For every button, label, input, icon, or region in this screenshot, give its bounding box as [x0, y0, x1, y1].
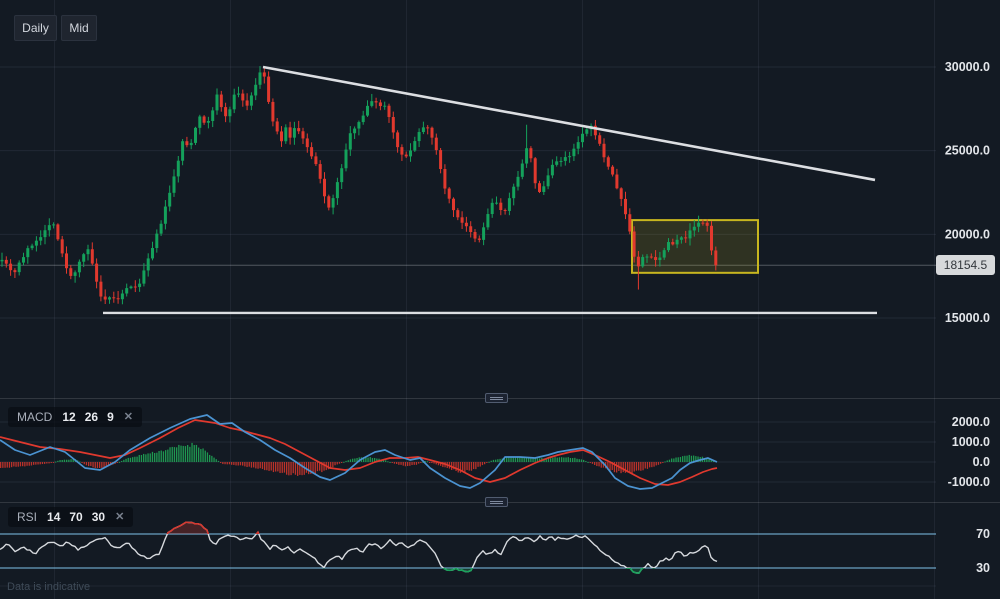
- gridlines: [0, 0, 936, 599]
- macd-close-icon[interactable]: ✕: [123, 410, 133, 423]
- candlestick-series: [0, 66, 718, 305]
- panel-resize-grip-rsi[interactable]: [485, 497, 508, 507]
- axis-tick-label: 70: [976, 527, 990, 541]
- rsi-param-length: 14: [47, 510, 61, 524]
- last-price-label: 18154.5: [936, 255, 995, 275]
- macd-param-signal: 9: [107, 410, 114, 424]
- axis-tick-label: 25000.0: [945, 144, 990, 158]
- macd-label: MACD: [17, 410, 53, 424]
- rsi-label: RSI: [17, 510, 38, 524]
- axis-tick-label: 20000.0: [945, 227, 990, 241]
- rsi-oversold-line: [323, 568, 656, 574]
- rsi-indicator-legend: RSI 14 70 30 ✕: [8, 507, 134, 527]
- axis-tick-label: 2000.0: [952, 415, 990, 429]
- axis-tick-label: 15000.0: [945, 311, 990, 325]
- panel-resize-grip-macd[interactable]: [485, 393, 508, 403]
- rsi-close-icon[interactable]: ✕: [115, 510, 125, 523]
- data-indicative-note: Data is indicative: [7, 581, 91, 593]
- rsi-line: [0, 521, 718, 574]
- rsi-param-upper: 70: [69, 510, 83, 524]
- macd-indicator-legend: MACD 12 26 9 ✕: [8, 407, 142, 427]
- price-axis-labels[interactable]: 30000.0 25000.0 20000.0 15000.0 2000.0 1000.0…: [945, 60, 990, 575]
- rsi-overbought-zone: [0, 522, 717, 534]
- interval-daily-button[interactable]: Daily: [14, 15, 57, 41]
- axis-tick-label: -1000.0: [948, 475, 990, 489]
- macd-line: [0, 414, 718, 490]
- macd-signal-line: [0, 419, 718, 486]
- macd-param-slow: 26: [84, 410, 99, 424]
- panel-dividers: [0, 398, 1000, 503]
- price-source-mid-button[interactable]: Mid: [61, 15, 97, 41]
- axis-tick-label: 30000.0: [945, 60, 990, 74]
- rsi-oversold-zone: [0, 568, 717, 573]
- macd-param-fast: 12: [62, 410, 76, 424]
- axis-tick-label: 0.0: [973, 455, 990, 469]
- rsi-overbought-line: [166, 521, 260, 534]
- axis-tick-label: 1000.0: [952, 435, 990, 449]
- rsi-param-lower: 30: [91, 510, 106, 524]
- trendline-drawing[interactable]: [262, 65, 876, 182]
- axis-tick-label: 30: [976, 561, 990, 575]
